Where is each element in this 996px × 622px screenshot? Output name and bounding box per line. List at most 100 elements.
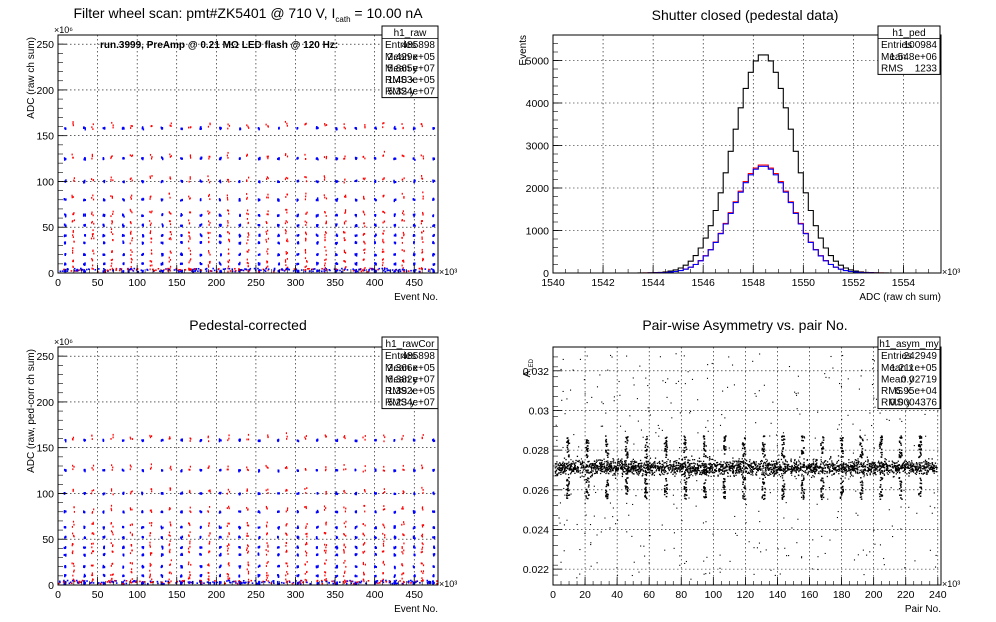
data-point: [783, 472, 785, 475]
data-point-baseline: [205, 267, 208, 270]
data-point: [782, 467, 784, 470]
data-point-blue: [394, 224, 397, 227]
data-point-baseline: [234, 580, 237, 583]
data-point: [740, 460, 742, 463]
data-point: [711, 470, 713, 472]
data-point-blue: [220, 469, 222, 472]
data-point-red: [130, 125, 132, 127]
data-point-baseline: [75, 269, 78, 271]
data-point-blue: [179, 263, 182, 266]
data-point-red: [189, 268, 191, 271]
x-axis-label: Event No.: [394, 292, 438, 303]
data-point-blue: [84, 525, 86, 528]
data-point-red: [267, 488, 269, 491]
data-point-blue: [63, 157, 66, 160]
data-point-baseline: [250, 579, 253, 582]
data-point-red: [286, 509, 289, 511]
data-point-red: [208, 465, 210, 468]
data-point-blue: [336, 566, 338, 569]
data-point-baseline: [191, 270, 193, 272]
data-point-baseline: [410, 269, 412, 272]
data-point-blue: [317, 158, 319, 161]
data-point: [891, 460, 893, 462]
x-axis-exponent: ×10³: [439, 267, 457, 277]
data-point-red: [343, 157, 345, 160]
data-point-red: [149, 534, 151, 537]
data-point-baseline: [352, 268, 354, 270]
data-point-blue: [220, 491, 222, 494]
data-point-red: [420, 267, 422, 270]
data-point-blue: [393, 157, 396, 160]
data-point: [763, 474, 766, 477]
data-point-red: [362, 177, 364, 180]
data-point-blue: [394, 469, 397, 472]
data-point-blue: [354, 156, 357, 159]
data-point-baseline: [391, 582, 394, 585]
data-point-red: [382, 542, 385, 545]
data-point-blue: [218, 213, 221, 216]
data-point-red: [208, 579, 210, 582]
data-point: [876, 466, 878, 469]
data-point-blue: [200, 553, 202, 556]
data-point-baseline: [268, 581, 271, 584]
data-point-red: [189, 571, 191, 574]
data-point-red: [422, 195, 424, 198]
data-point-red: [169, 581, 171, 584]
data-point-baseline: [83, 269, 86, 271]
data-point-red: [131, 490, 133, 493]
data-point-blue: [317, 564, 319, 567]
data-point-blue: [317, 213, 319, 216]
data-point-blue: [336, 574, 339, 577]
data-point-blue: [432, 492, 435, 495]
data-point-blue: [161, 213, 163, 216]
data-point: [665, 463, 668, 465]
data-point: [784, 468, 786, 470]
data-point-blue: [220, 526, 222, 529]
data-point-red: [403, 542, 405, 545]
data-point-blue: [374, 552, 377, 555]
data-point-red: [209, 489, 211, 492]
data-point-baseline: [189, 269, 192, 272]
data-point-baseline: [263, 269, 266, 272]
data-point-red: [228, 543, 230, 546]
data-point-red: [422, 241, 424, 244]
data-point-red: [187, 126, 190, 129]
data-point-red: [209, 198, 211, 201]
data-point-baseline: [306, 581, 308, 584]
stats-row-label: Entries: [881, 40, 912, 51]
data-point-red: [306, 523, 308, 525]
data-point: [772, 465, 774, 467]
data-point-baseline: [67, 268, 69, 271]
data-point-red: [401, 236, 403, 239]
data-point-blue: [239, 526, 241, 529]
data-point-blue: [122, 526, 125, 529]
data-point-baseline: [131, 581, 134, 583]
data-point: [625, 473, 627, 475]
data-point-red: [287, 565, 289, 568]
data-point-blue: [142, 565, 145, 568]
data-point-blue: [336, 262, 339, 265]
data-point-red: [285, 524, 287, 527]
data-point-red: [284, 178, 287, 181]
data-point-red: [188, 561, 190, 564]
data-point-baseline: [332, 582, 335, 585]
data-point-red: [363, 251, 366, 254]
data-point: [933, 466, 935, 468]
data-point-blue: [316, 253, 319, 256]
data-point-red: [403, 196, 405, 199]
data-point-blue: [278, 492, 280, 495]
data-point: [610, 467, 612, 470]
data-point-red: [345, 196, 347, 198]
data-point-blue: [218, 235, 221, 238]
stats-row-label: Mean y: [385, 374, 418, 385]
data-point-blue: [413, 224, 416, 227]
data-point-blue: [181, 198, 184, 201]
data-point-red: [266, 574, 268, 577]
data-point-red: [382, 232, 384, 235]
data-point-red: [246, 568, 248, 571]
data-point-baseline: [98, 582, 100, 584]
data-point-blue: [374, 546, 377, 549]
data-point-red: [345, 507, 347, 510]
data-point-blue: [102, 214, 104, 217]
data-point-blue: [218, 582, 221, 585]
